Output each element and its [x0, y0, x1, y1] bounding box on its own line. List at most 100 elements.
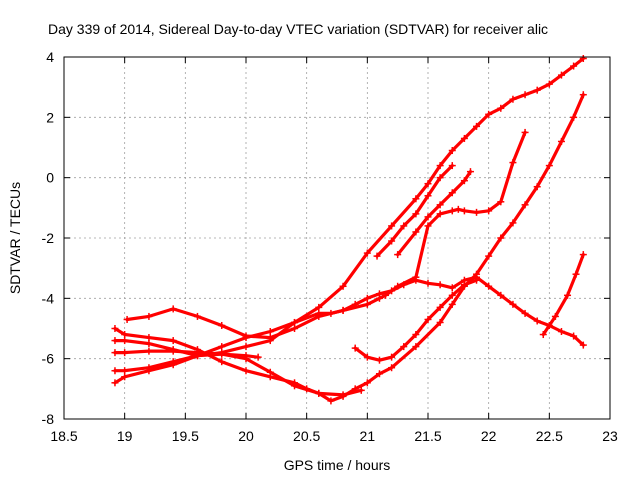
x-tick-label: 22.5	[536, 428, 563, 444]
data-point	[448, 207, 456, 215]
data-point	[436, 303, 444, 311]
x-tick-label: 19.5	[172, 428, 199, 444]
x-tick-label: 20.5	[293, 428, 320, 444]
data-point	[363, 300, 371, 308]
data-point	[123, 315, 131, 323]
data-point	[121, 349, 129, 357]
data-point	[497, 104, 505, 112]
series-group	[111, 55, 587, 405]
data-point	[375, 294, 383, 302]
data-point	[363, 379, 371, 387]
data-point	[424, 192, 432, 200]
data-point	[579, 91, 587, 99]
data-point	[521, 201, 529, 209]
data-point	[382, 291, 390, 299]
data-point	[579, 55, 587, 63]
data-point	[460, 134, 468, 142]
data-point	[254, 353, 262, 361]
data-point	[521, 309, 529, 317]
data-point	[436, 201, 444, 209]
data-point	[400, 222, 408, 230]
data-point	[473, 276, 481, 284]
data-point	[218, 358, 226, 366]
data-point	[145, 364, 153, 372]
data-point	[169, 337, 177, 345]
x-tick-label: 21.5	[414, 428, 441, 444]
data-point	[375, 370, 383, 378]
data-point	[218, 321, 226, 329]
data-point	[218, 343, 226, 351]
data-point	[169, 346, 177, 354]
data-point	[242, 367, 250, 375]
data-point	[497, 198, 505, 206]
data-point	[388, 364, 396, 372]
y-axis-label: SDTVAR / TECUs	[7, 182, 23, 294]
data-point	[327, 397, 335, 405]
data-point	[121, 337, 129, 345]
x-tick-label: 23	[602, 428, 618, 444]
data-point	[373, 252, 381, 260]
data-point	[533, 317, 541, 325]
data-point	[315, 389, 323, 397]
series-line-track-h	[375, 164, 454, 258]
data-point	[291, 382, 299, 390]
data-point	[388, 353, 396, 361]
data-point	[485, 110, 493, 118]
data-point	[315, 303, 323, 311]
data-point	[557, 137, 565, 145]
data-point	[509, 95, 517, 103]
data-point	[291, 325, 299, 332]
data-point	[145, 347, 153, 355]
data-point	[570, 113, 578, 121]
data-point	[145, 340, 153, 348]
data-point	[533, 86, 541, 94]
y-tick-label: 2	[46, 109, 54, 125]
data-point	[448, 189, 456, 197]
x-tick-label: 22	[481, 428, 497, 444]
data-point	[412, 195, 420, 203]
data-point	[557, 71, 565, 79]
series-line-track-c	[113, 352, 363, 397]
data-point	[121, 373, 129, 381]
data-point	[509, 219, 517, 227]
data-point	[436, 210, 444, 218]
data-point	[111, 325, 119, 332]
data-point	[497, 291, 505, 299]
data-point	[424, 180, 432, 188]
data-point	[412, 228, 420, 236]
data-point	[521, 128, 529, 136]
data-point	[291, 318, 299, 326]
data-point	[579, 341, 587, 349]
data-point	[570, 62, 578, 70]
data-point	[339, 306, 347, 314]
axis-ticks: 18.5 19 19.5 20 20.5 21 21.5 22 22.5 23 -8 -6 -4 -2 0 2…	[42, 49, 618, 444]
data-point	[169, 305, 177, 313]
y-tick-label: -4	[42, 290, 55, 306]
data-point	[363, 294, 371, 302]
series-line-track-a	[113, 56, 585, 385]
data-point	[111, 367, 119, 375]
data-point	[473, 122, 481, 130]
data-point	[509, 159, 517, 167]
data-point	[394, 251, 402, 259]
data-point	[539, 331, 547, 339]
data-point	[448, 147, 456, 155]
data-point	[485, 207, 493, 215]
data-point	[315, 312, 323, 320]
data-point	[363, 353, 371, 361]
data-point	[509, 300, 517, 308]
data-point	[388, 237, 396, 245]
x-tick-label: 19	[117, 428, 133, 444]
data-point	[266, 328, 274, 336]
data-point	[400, 343, 408, 351]
data-point	[412, 331, 420, 339]
data-point	[424, 222, 432, 230]
y-tick-label: 4	[46, 49, 54, 65]
data-point	[497, 234, 505, 242]
data-point	[394, 282, 402, 290]
x-tick-label: 21	[360, 428, 376, 444]
y-tick-label: -6	[42, 351, 55, 367]
data-point	[193, 312, 201, 320]
data-point	[448, 284, 456, 292]
